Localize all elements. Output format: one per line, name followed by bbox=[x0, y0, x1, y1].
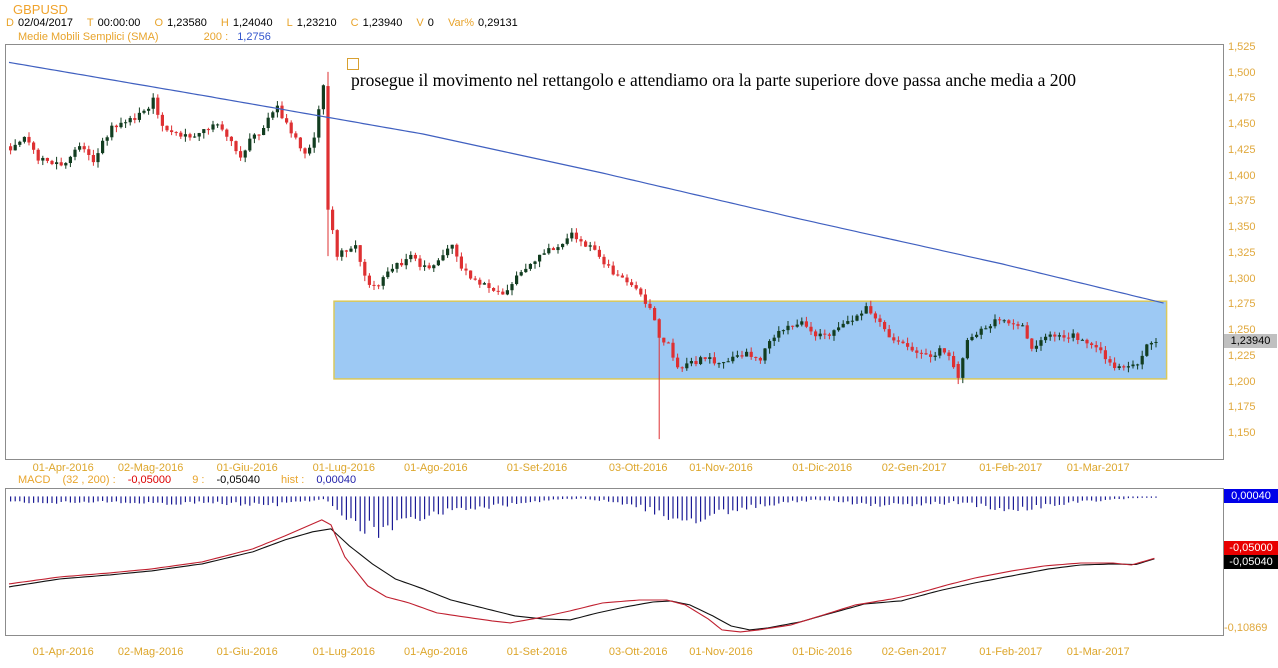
date-tick-label: 03-Ott-2016 bbox=[608, 462, 668, 474]
date-tick-label: 01-Nov-2016 bbox=[689, 462, 753, 474]
macd-name: MACD bbox=[18, 474, 51, 486]
date-tick-label: 01-Mar-2017 bbox=[1066, 462, 1130, 474]
ohlc-readout: D 02/04/2017 T 00:00:00 O 1,23580 H 1,24040 … bbox=[6, 17, 529, 29]
field-label-l: L bbox=[286, 17, 293, 29]
macd-chart-canvas[interactable] bbox=[6, 489, 1223, 635]
date-tick-label: 01-Mar-2017 bbox=[1066, 646, 1130, 658]
date-tick-label: 01-Nov-2016 bbox=[689, 646, 753, 658]
date-tick-label: 01-Lug-2016 bbox=[312, 462, 375, 474]
price-tick-label: 1,150 bbox=[1228, 426, 1256, 439]
macd-panel[interactable] bbox=[5, 488, 1224, 636]
sma-value: 1,2756 bbox=[237, 31, 271, 43]
macd-signal-label: 9 : bbox=[192, 474, 205, 486]
macd-indicator-row: MACD (32 , 200) : -0,05000 9 : -0,05040 … bbox=[18, 474, 365, 486]
field-value-close: 1,23940 bbox=[362, 17, 403, 29]
sma-period: 200 : bbox=[203, 31, 229, 43]
annotation-text: prosegue il movimento nel rettangolo e a… bbox=[351, 70, 1077, 90]
price-tick-label: 1,475 bbox=[1228, 92, 1256, 105]
macd-line-axis-tag: -0,05000 bbox=[1224, 541, 1278, 555]
price-tick-label: 1,375 bbox=[1228, 195, 1256, 208]
symbol-title: GBPUSD bbox=[13, 2, 68, 17]
macd-signal-line bbox=[8, 528, 1155, 631]
price-chart-canvas[interactable] bbox=[6, 45, 1223, 459]
price-tick-label: 1,400 bbox=[1228, 169, 1256, 182]
date-tick-label: 02-Gen-2017 bbox=[881, 462, 947, 474]
date-tick-label: 01-Set-2016 bbox=[506, 462, 568, 474]
date-tick-label: 01-Apr-2016 bbox=[32, 646, 94, 658]
sma-name: Medie Mobili Semplici (SMA) bbox=[18, 31, 159, 43]
date-tick-label: 02-Gen-2017 bbox=[881, 646, 947, 658]
date-tick-label: 03-Ott-2016 bbox=[608, 646, 668, 658]
price-tick-label: 1,175 bbox=[1228, 401, 1256, 414]
annotation-anchor-icon[interactable] bbox=[347, 58, 359, 70]
price-tick-label: 1,325 bbox=[1228, 246, 1256, 259]
price-tick-label: 1,425 bbox=[1228, 143, 1256, 156]
field-value-high: 1,24040 bbox=[232, 17, 273, 29]
date-tick-label: 01-Giu-2016 bbox=[216, 462, 278, 474]
date-tick-label: 01-Lug-2016 bbox=[312, 646, 375, 658]
macd-signal-axis-tag: -0,05040 bbox=[1224, 555, 1278, 569]
current-price-tag: 1,23940 bbox=[1224, 334, 1277, 348]
macd-params: (32 , 200) : bbox=[62, 474, 116, 486]
date-tick-label: 01-Dic-2016 bbox=[792, 646, 853, 658]
date-tick-label: 01-Ago-2016 bbox=[403, 646, 468, 658]
date-tick-label: 01-Apr-2016 bbox=[32, 462, 94, 474]
field-label-var: Var% bbox=[447, 17, 475, 29]
price-tick-label: 1,350 bbox=[1228, 221, 1256, 234]
field-value-date: 02/04/2017 bbox=[17, 17, 74, 29]
date-tick-label: 01-Giu-2016 bbox=[216, 646, 278, 658]
date-tick-label: 01-Set-2016 bbox=[506, 646, 568, 658]
field-label-c: C bbox=[350, 17, 359, 29]
field-value-var: 0,29131 bbox=[478, 17, 518, 29]
macd-hist-axis-tag: 0,00040 bbox=[1224, 489, 1278, 503]
price-tick-label: 1,200 bbox=[1228, 375, 1256, 388]
macd-hist-label: hist : bbox=[281, 474, 305, 486]
sma200-line bbox=[8, 61, 1164, 304]
price-tick-label: 1,500 bbox=[1228, 66, 1256, 79]
price-tick-label: 1,275 bbox=[1228, 298, 1256, 311]
macd-main-line bbox=[8, 519, 1155, 633]
macd-value: -0,05000 bbox=[127, 474, 172, 486]
field-label-v: V bbox=[416, 17, 424, 29]
price-tick-label: 1,250 bbox=[1228, 324, 1256, 337]
date-tick-label: 01-Dic-2016 bbox=[792, 462, 853, 474]
price-tick-label: 1,225 bbox=[1228, 349, 1256, 362]
field-label-d: D bbox=[6, 17, 14, 29]
sma-indicator-row: Medie Mobili Semplici (SMA) 200 : 1,2756 bbox=[18, 31, 271, 43]
field-label-t: T bbox=[86, 17, 94, 29]
field-label-o: O bbox=[154, 17, 164, 29]
field-value-time: 00:00:00 bbox=[97, 17, 141, 29]
price-tick-label: 1,300 bbox=[1228, 272, 1256, 285]
price-tick-label: 1,525 bbox=[1228, 40, 1256, 53]
macd-min-axis-label: -0,10869 bbox=[1224, 622, 1268, 634]
price-panel[interactable] bbox=[5, 44, 1224, 460]
field-label-h: H bbox=[220, 17, 229, 29]
macd-signal-value: -0,05040 bbox=[216, 474, 260, 486]
highlight-rectangle bbox=[333, 300, 1168, 380]
date-tick-label: 01-Ago-2016 bbox=[403, 462, 468, 474]
field-value-volume: 0 bbox=[427, 17, 434, 29]
date-tick-label: 01-Feb-2017 bbox=[979, 462, 1043, 474]
field-value-open: 1,23580 bbox=[167, 17, 207, 29]
date-tick-label: 02-Mag-2016 bbox=[117, 462, 184, 474]
macd-histogram bbox=[9, 496, 1157, 538]
date-tick-label: 01-Feb-2017 bbox=[979, 646, 1043, 658]
macd-hist-value: 0,00040 bbox=[316, 474, 357, 486]
candlestick-series bbox=[9, 71, 1158, 440]
date-tick-label: 02-Mag-2016 bbox=[117, 646, 184, 658]
price-tick-label: 1,450 bbox=[1228, 118, 1256, 131]
field-value-low: 1,23210 bbox=[296, 17, 337, 29]
